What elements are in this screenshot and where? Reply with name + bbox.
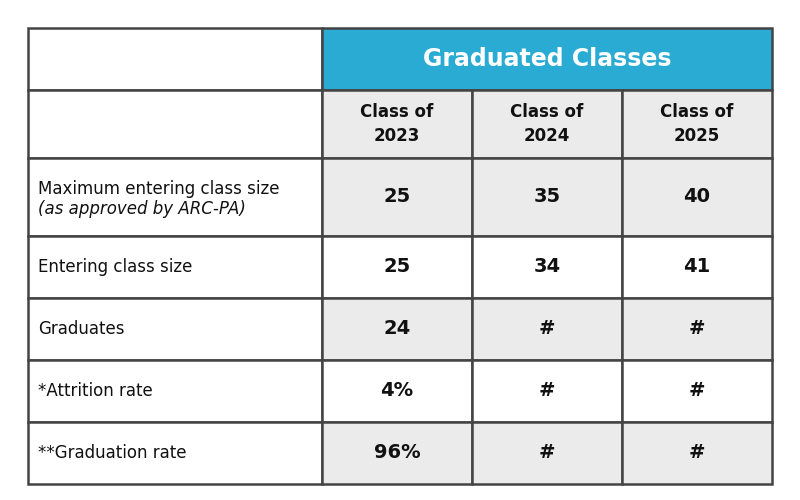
Text: 25: 25 bbox=[383, 188, 410, 206]
Bar bbox=[472, 158, 622, 236]
Bar bbox=[28, 158, 322, 236]
Text: 25: 25 bbox=[383, 258, 410, 276]
Text: #: # bbox=[538, 444, 555, 462]
Bar bbox=[622, 158, 772, 236]
Bar bbox=[472, 360, 622, 422]
Text: **Graduation rate: **Graduation rate bbox=[38, 444, 186, 462]
Bar bbox=[28, 28, 322, 90]
Bar bbox=[28, 360, 322, 422]
Bar bbox=[472, 422, 622, 484]
Bar bbox=[622, 422, 772, 484]
Text: Entering class size: Entering class size bbox=[38, 258, 192, 276]
Text: #: # bbox=[689, 444, 706, 462]
Bar bbox=[622, 298, 772, 360]
Text: 96%: 96% bbox=[374, 444, 420, 462]
Bar bbox=[322, 422, 472, 484]
Text: #: # bbox=[689, 382, 706, 400]
Text: 24: 24 bbox=[383, 320, 410, 338]
Bar bbox=[28, 298, 322, 360]
Text: Graduates: Graduates bbox=[38, 320, 125, 338]
Text: Graduated Classes: Graduated Classes bbox=[422, 47, 671, 71]
Text: #: # bbox=[538, 320, 555, 338]
Bar bbox=[322, 298, 472, 360]
Bar bbox=[622, 90, 772, 158]
Text: 41: 41 bbox=[683, 258, 710, 276]
Bar bbox=[472, 298, 622, 360]
Bar bbox=[322, 90, 472, 158]
Text: Class of
2023: Class of 2023 bbox=[360, 103, 434, 145]
Bar bbox=[28, 90, 322, 158]
Text: (as approved by ARC-PA): (as approved by ARC-PA) bbox=[38, 200, 246, 218]
Bar bbox=[472, 90, 622, 158]
Text: #: # bbox=[689, 320, 706, 338]
Text: 34: 34 bbox=[534, 258, 561, 276]
Text: 4%: 4% bbox=[380, 382, 414, 400]
Bar bbox=[622, 236, 772, 298]
Bar bbox=[322, 28, 772, 90]
Text: Class of
2025: Class of 2025 bbox=[660, 103, 734, 145]
Bar bbox=[322, 360, 472, 422]
Text: 40: 40 bbox=[683, 188, 710, 206]
Text: #: # bbox=[538, 382, 555, 400]
Bar bbox=[322, 236, 472, 298]
Bar bbox=[622, 360, 772, 422]
Bar bbox=[322, 158, 472, 236]
Bar bbox=[28, 236, 322, 298]
Text: Class of
2024: Class of 2024 bbox=[510, 103, 583, 145]
Bar bbox=[28, 422, 322, 484]
Text: Maximum entering class size: Maximum entering class size bbox=[38, 180, 279, 198]
Bar bbox=[472, 236, 622, 298]
Text: 35: 35 bbox=[534, 188, 561, 206]
Text: *Attrition rate: *Attrition rate bbox=[38, 382, 153, 400]
